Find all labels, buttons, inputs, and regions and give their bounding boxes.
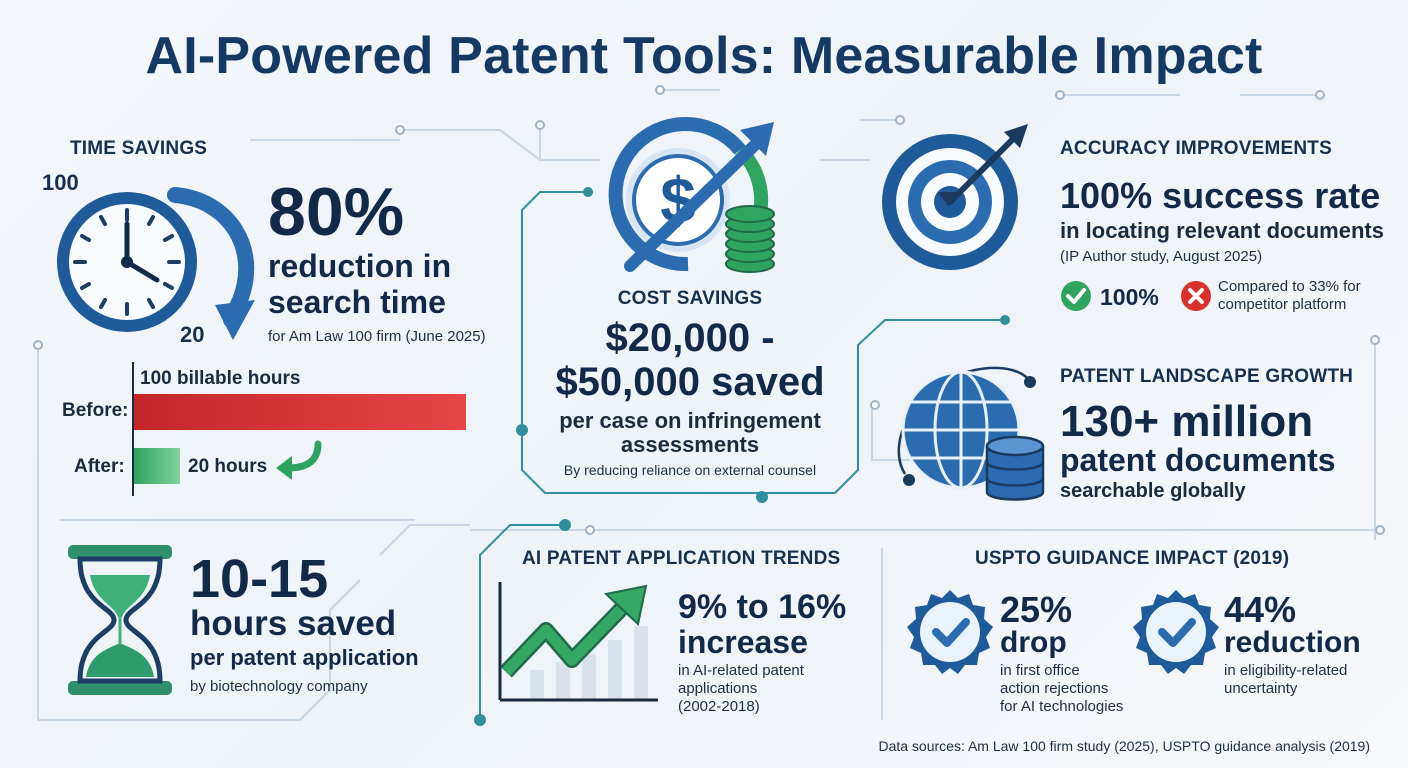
target-icon: [882, 124, 1028, 270]
trends-heading: AI PATENT APPLICATION TRENDS: [522, 548, 841, 569]
accuracy-source: (IP Author study, August 2025): [1060, 248, 1263, 265]
after-bar: [134, 448, 181, 484]
bar-caption: 100 billable hours: [140, 368, 301, 389]
trends-big2: increase: [678, 624, 808, 660]
cost-savings-source: By reducing reliance on external counsel: [563, 462, 817, 478]
uspto-b-word: reduction: [1224, 626, 1361, 659]
time-savings-source: for Am Law 100 firm (June 2025): [268, 328, 486, 345]
trends-line2: applications: [678, 680, 758, 697]
trends-line1: in AI-related patent: [678, 662, 804, 679]
uspto-a-line3: for AI technologies: [1000, 698, 1124, 715]
hours-saved-source: by biotechnology company: [190, 678, 368, 695]
after-value: 20 hours: [188, 456, 268, 477]
uspto-a-word: drop: [1000, 626, 1067, 659]
accuracy-compare-line1: Compared to 33% for: [1218, 278, 1361, 295]
x-circle-icon: [1181, 281, 1211, 311]
badge-check-icon: [907, 590, 993, 674]
accuracy-check-value: 100%: [1100, 284, 1159, 310]
dollar-growth-icon: $: [608, 117, 775, 273]
hourglass-icon: [68, 545, 172, 695]
cost-savings-line1: $20,000 -: [605, 316, 775, 360]
after-label: After:: [74, 456, 125, 477]
accuracy-heading: ACCURACY IMPROVEMENTS: [1060, 138, 1332, 159]
before-bar: [134, 394, 466, 430]
landscape-line3: searchable globally: [1060, 480, 1246, 502]
hours-saved-range: 10-15: [190, 549, 329, 609]
badge-check-icon-2: [1133, 590, 1219, 674]
clock-start-label: 100: [42, 170, 79, 195]
uspto-heading: USPTO GUIDANCE IMPACT (2019): [975, 548, 1290, 569]
uspto-b-line2: uncertainty: [1224, 680, 1298, 697]
hours-saved-line2: per patent application: [190, 645, 419, 670]
accuracy-big: 100% success rate: [1060, 175, 1381, 216]
down-arrow-icon: [276, 440, 322, 480]
landscape-big: 130+ million: [1060, 397, 1314, 446]
time-savings-percent: 80%: [268, 174, 405, 250]
clock-icon: [57, 187, 255, 340]
landscape-line2: patent documents: [1060, 442, 1336, 478]
uspto-a-line2: action rejections: [1000, 680, 1109, 697]
accuracy-compare-line2: competitor platform: [1218, 296, 1347, 313]
uspto-b-big: 44%: [1224, 589, 1297, 630]
time-savings-line2: search time: [268, 284, 446, 320]
uspto-b-line1: in eligibility-related: [1224, 662, 1348, 679]
cost-savings-line2: $50,000 saved: [555, 360, 825, 404]
accuracy-line2: in locating relevant documents: [1060, 218, 1384, 243]
clock-end-label: 20: [180, 322, 205, 347]
page-title: AI-Powered Patent Tools: Measurable Impa…: [145, 27, 1263, 85]
check-circle-icon: [1061, 281, 1091, 311]
before-label: Before:: [62, 400, 129, 421]
bar-axis: [132, 362, 134, 496]
cost-savings-line4: assessments: [620, 432, 760, 457]
cost-savings-heading: COST SAVINGS: [617, 288, 763, 309]
growth-chart-icon: [498, 582, 658, 702]
trends-big1: 9% to 16%: [678, 588, 847, 626]
footer-sources: Data sources: Am Law 100 firm study (202…: [878, 738, 1370, 754]
uspto-a-big: 25%: [1000, 589, 1073, 630]
hours-saved-line1: hours saved: [190, 604, 397, 643]
trends-line3: (2002-2018): [678, 698, 760, 715]
cost-savings-line3: per case on infringement: [559, 408, 821, 433]
landscape-heading: PATENT LANDSCAPE GROWTH: [1060, 366, 1354, 387]
globe-database-icon: [897, 366, 1045, 501]
time-savings-line1: reduction in: [268, 248, 452, 284]
uspto-a-line1: in first office: [1000, 662, 1080, 679]
time-savings-heading: TIME SAVINGS: [70, 138, 208, 159]
